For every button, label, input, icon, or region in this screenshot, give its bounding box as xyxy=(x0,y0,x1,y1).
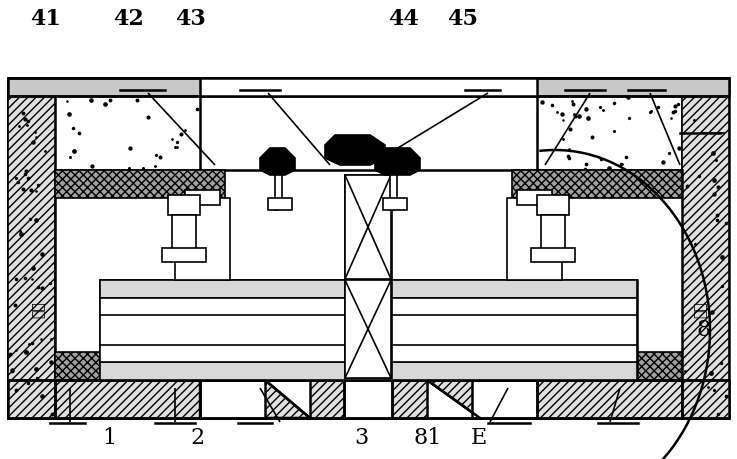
Bar xyxy=(55,352,225,380)
Polygon shape xyxy=(55,380,200,418)
Bar xyxy=(100,298,637,362)
Polygon shape xyxy=(325,135,385,165)
Bar xyxy=(268,198,292,210)
Text: 44: 44 xyxy=(388,8,419,30)
Text: 81: 81 xyxy=(413,427,441,449)
Bar xyxy=(175,198,230,280)
Bar xyxy=(345,175,391,279)
Bar xyxy=(517,190,552,205)
Text: 1: 1 xyxy=(102,427,116,449)
Bar xyxy=(541,215,565,250)
Bar xyxy=(100,362,637,380)
Polygon shape xyxy=(537,380,682,418)
Polygon shape xyxy=(537,78,682,418)
Polygon shape xyxy=(55,78,200,418)
Text: 3: 3 xyxy=(354,427,368,449)
Polygon shape xyxy=(472,380,537,418)
Polygon shape xyxy=(275,175,282,210)
Text: E: E xyxy=(471,427,487,449)
Bar xyxy=(507,198,562,280)
Bar xyxy=(512,352,682,380)
Bar xyxy=(100,280,637,298)
Text: 42: 42 xyxy=(113,8,144,30)
Polygon shape xyxy=(682,78,729,418)
Bar xyxy=(537,195,569,215)
Bar xyxy=(100,280,637,380)
Bar xyxy=(531,248,575,262)
Bar xyxy=(185,190,220,205)
Polygon shape xyxy=(427,380,537,418)
Bar xyxy=(383,198,407,210)
Bar xyxy=(55,170,225,198)
Bar xyxy=(345,175,392,280)
Text: 梁体: 梁体 xyxy=(31,302,45,319)
Polygon shape xyxy=(8,78,55,418)
Bar xyxy=(200,78,537,96)
Text: 2: 2 xyxy=(190,427,205,449)
Polygon shape xyxy=(200,380,310,418)
Polygon shape xyxy=(8,78,55,418)
Polygon shape xyxy=(260,148,295,175)
Polygon shape xyxy=(310,380,427,418)
Polygon shape xyxy=(682,380,729,418)
Text: 梁体: 梁体 xyxy=(693,302,707,319)
Polygon shape xyxy=(200,380,265,418)
Text: 41: 41 xyxy=(30,8,61,30)
Text: 43: 43 xyxy=(175,8,206,30)
Polygon shape xyxy=(8,380,55,418)
Bar xyxy=(172,215,196,250)
Polygon shape xyxy=(390,175,397,210)
Text: 45: 45 xyxy=(447,8,478,30)
Bar xyxy=(162,248,206,262)
Bar xyxy=(8,78,729,96)
Bar xyxy=(55,170,682,380)
Bar xyxy=(345,280,391,378)
Polygon shape xyxy=(344,380,392,418)
Polygon shape xyxy=(375,148,420,175)
Bar xyxy=(512,170,682,198)
Bar xyxy=(8,78,729,418)
Bar xyxy=(168,195,200,215)
Text: 8: 8 xyxy=(696,319,711,341)
Bar xyxy=(345,280,392,378)
